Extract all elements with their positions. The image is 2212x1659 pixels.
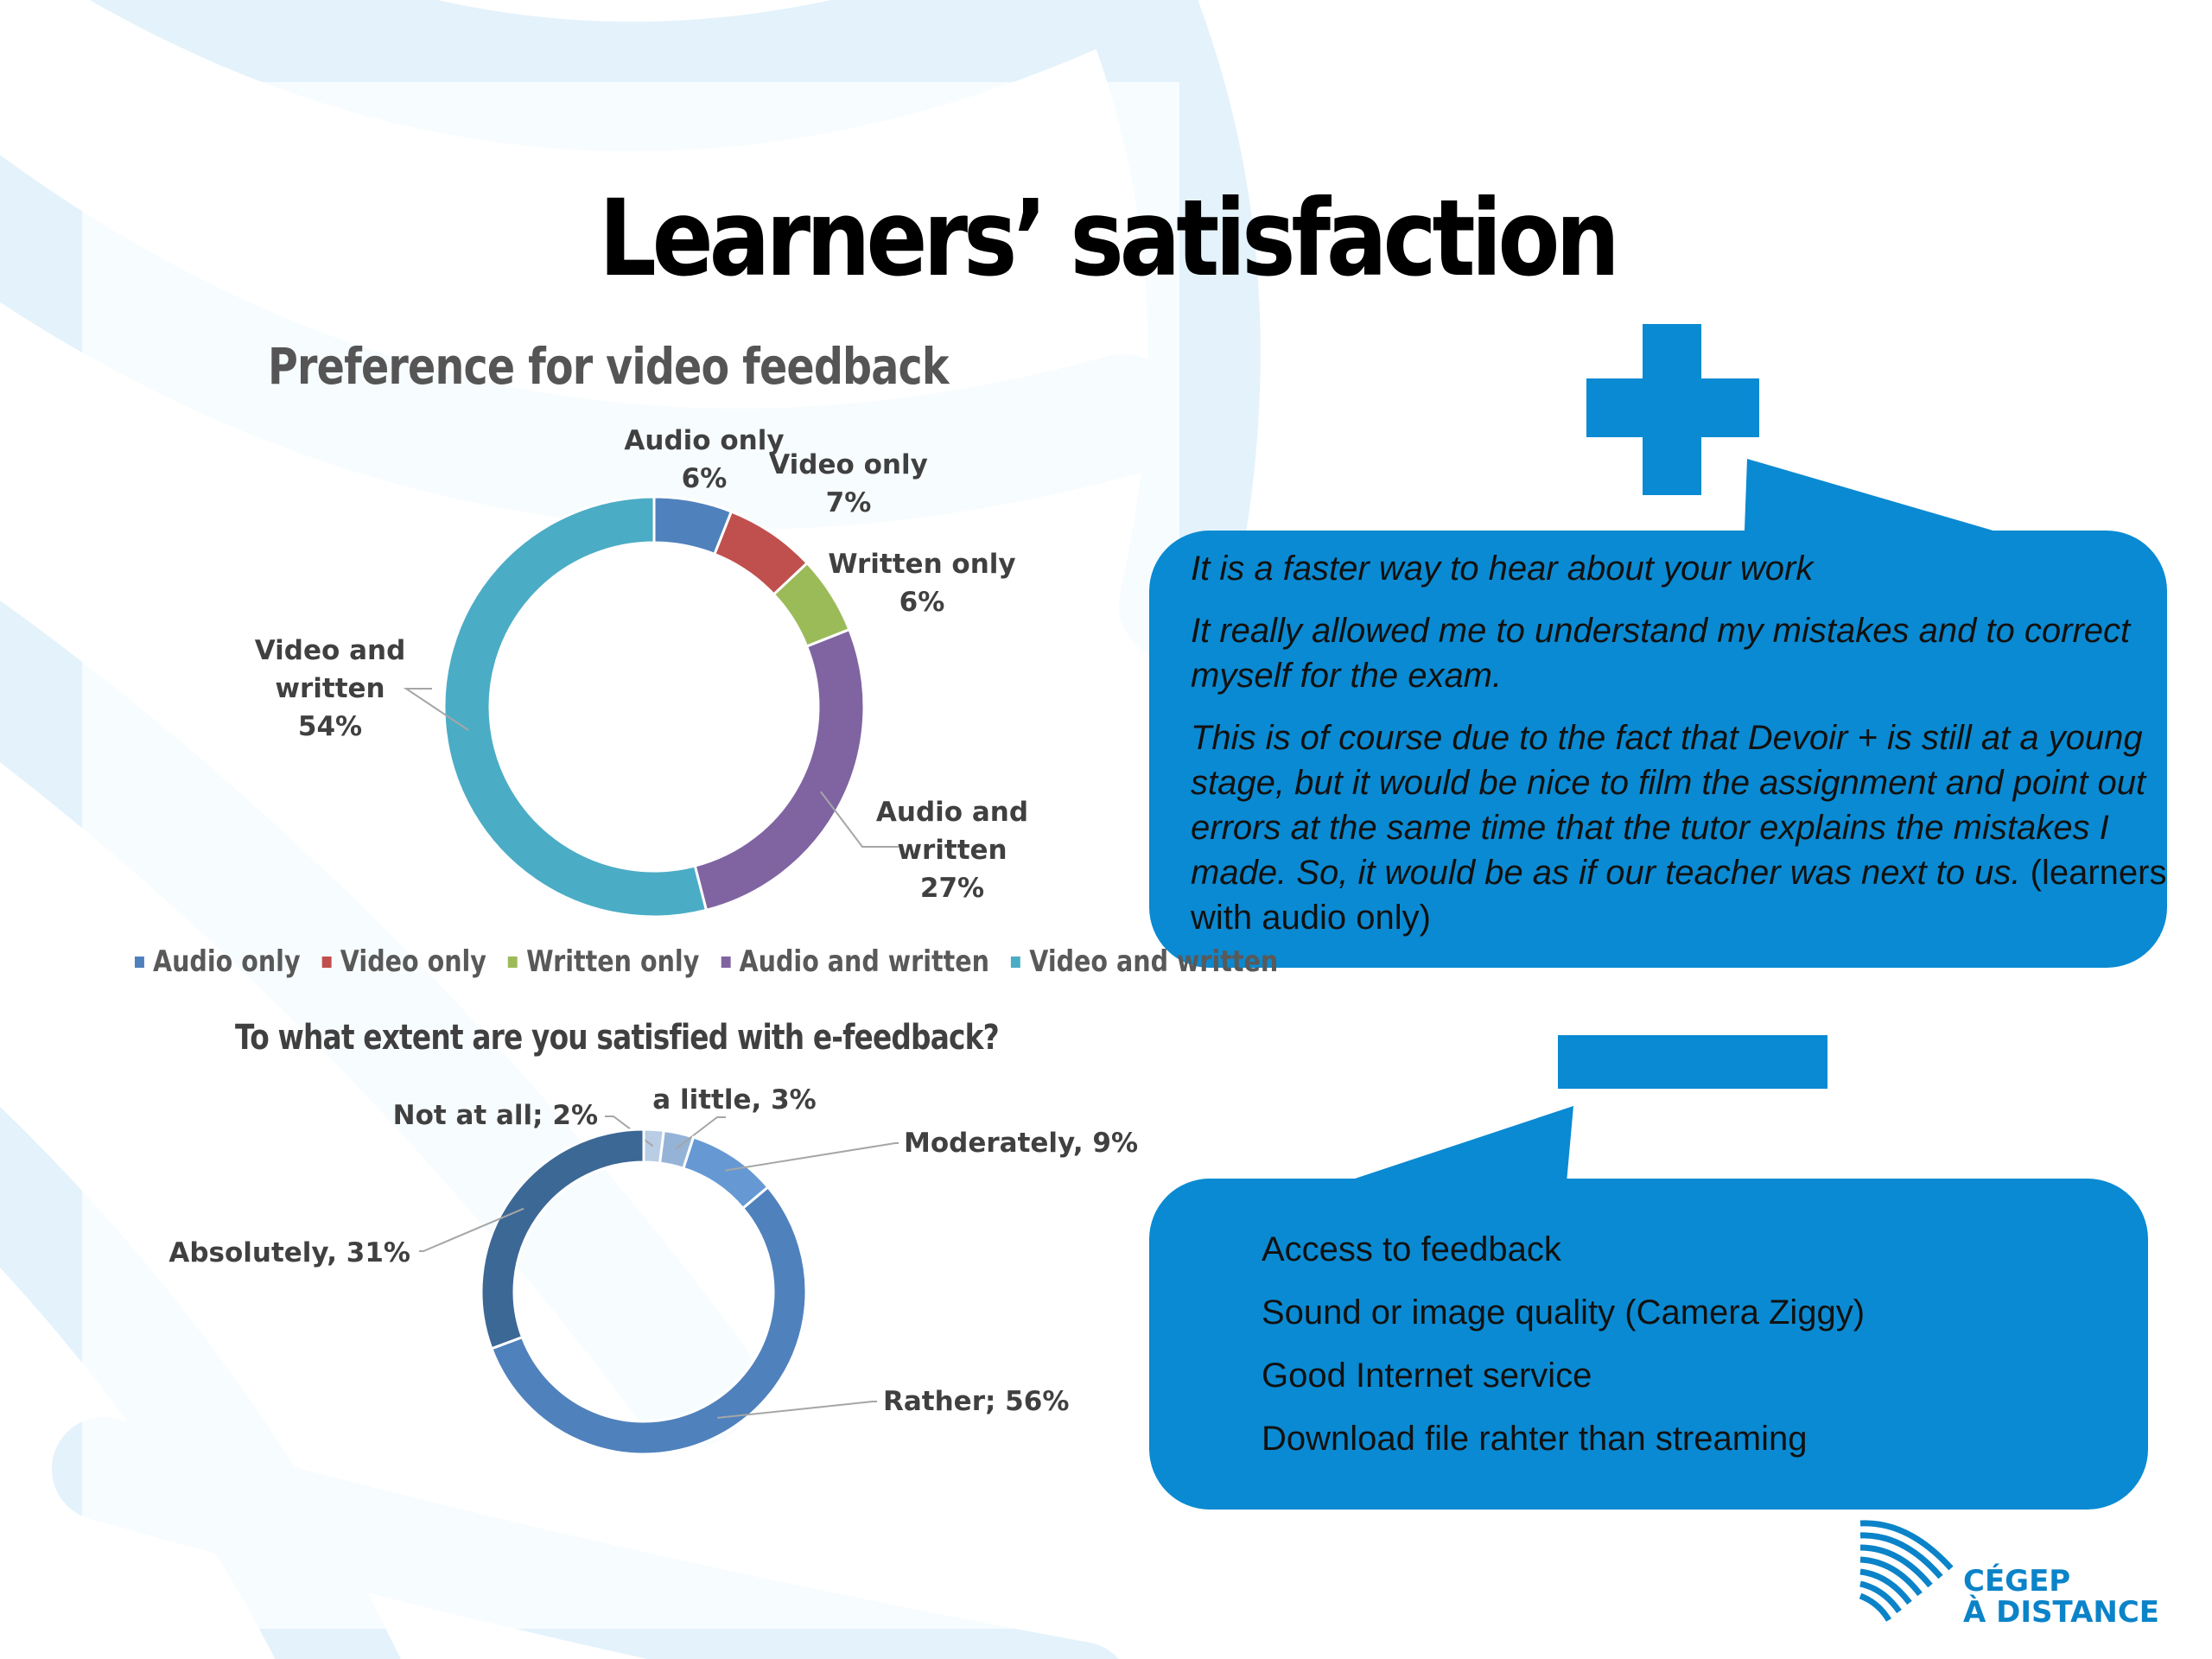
plus-icon	[1586, 324, 1759, 495]
satisfaction-donut-chart: Not at all; 2% a little, 3% Moderately, 9%…	[168, 1084, 1138, 1456]
data-label-not-at-all: Not at all; 2%	[393, 1100, 598, 1131]
slide-title: Learners’ satisfaction	[598, 177, 1620, 300]
negative-item: Download file rahter than streaming	[1262, 1420, 1808, 1458]
cegep-wave-logo-icon	[1859, 1520, 1954, 1622]
chart1-legend: Audio only Video only Written only Audio an…	[135, 942, 1300, 982]
legend-label: Audio and written	[739, 944, 990, 979]
preference-donut-chart: Audio only 6% Video only 7% Written only 6% Au…	[255, 425, 1028, 918]
negative-item: Good Internet service	[1262, 1357, 1592, 1395]
logo-text: CÉGEP À DISTANCE	[1963, 1566, 2159, 1628]
quote-3-note: (learners with audio only)	[1191, 854, 2167, 937]
negative-item: Sound or image quality (Camera Ziggy)	[1262, 1294, 1866, 1332]
logo-line-1: CÉGEP	[1963, 1564, 2071, 1599]
data-label-video-and-written: Video and written 54%	[255, 635, 406, 742]
negative-callout	[1149, 1106, 2148, 1510]
positive-callout	[1149, 459, 2167, 968]
negative-comments: Access to feedback Sound or image qualit…	[1262, 1227, 2126, 1479]
positive-comments: It is a faster way to hear about your wo…	[1191, 546, 2176, 957]
chart1-title: Preference for video feedback	[268, 337, 950, 396]
leader-line-absolutely	[419, 1207, 524, 1252]
leader-line-moderately	[725, 1142, 899, 1172]
legend-item-written-only: Written only	[508, 944, 699, 979]
data-label-audio-only: Audio only 6%	[624, 425, 784, 494]
slice-absolutely	[480, 1128, 645, 1351]
legend-item-audio-and-written: Audio and written	[721, 944, 989, 979]
data-label-moderately: Moderately, 9%	[904, 1128, 1138, 1159]
slice-rather	[489, 1185, 808, 1456]
quote-3-paragraph: This is of course due to the fact that D…	[1191, 715, 2176, 940]
legend-swatch	[508, 956, 518, 968]
slice-video-and-written	[442, 495, 709, 918]
legend-swatch	[721, 956, 731, 968]
minus-icon	[1558, 1035, 1827, 1089]
leader-line-video-and-written	[403, 688, 469, 731]
quote-1: It is a faster way to hear about your wo…	[1191, 550, 1814, 588]
negative-item: Access to feedback	[1262, 1230, 1561, 1268]
data-label-a-little: a little, 3%	[652, 1084, 816, 1116]
data-label-absolutely: Absolutely, 31%	[168, 1237, 410, 1268]
legend-label: Video and written	[1029, 944, 1279, 979]
data-label-video-only: Video only 7%	[769, 449, 928, 518]
legend-label: Video only	[340, 944, 486, 979]
legend-label: Written only	[526, 944, 700, 979]
legend-swatch	[135, 956, 144, 968]
data-label-written-only: Written only 6%	[828, 549, 1015, 618]
legend-swatch	[1011, 956, 1021, 968]
quote-3: This is of course due to the fact that D…	[1191, 719, 2146, 892]
leader-line-a-little	[674, 1116, 726, 1150]
legend-item-video-only: Video only	[321, 944, 486, 979]
legend-item-audio-only: Audio only	[135, 944, 301, 979]
chart2-title: To what extent are you satisfied with e-…	[235, 1018, 1000, 1058]
legend-swatch	[321, 956, 332, 968]
quote-2: It really allowed me to understand my mi…	[1191, 612, 2131, 695]
slice-audio-and-written	[693, 627, 866, 912]
legend-item-video-and-written: Video and written	[1011, 944, 1278, 979]
legend-label: Audio only	[153, 944, 301, 979]
leader-line-audio-and-written	[820, 791, 899, 848]
leader-line-rather	[717, 1401, 877, 1419]
data-label-audio-and-written: Audio and written 27%	[876, 797, 1028, 904]
logo-line-2: À DISTANCE	[1963, 1595, 2160, 1630]
data-label-rather: Rather; 56%	[883, 1386, 1069, 1417]
